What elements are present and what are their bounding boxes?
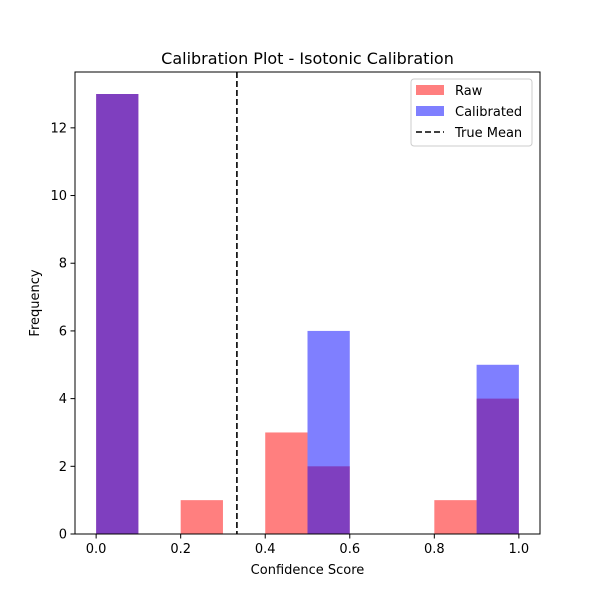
bar-raw-bin-2 xyxy=(180,500,223,534)
x-axis-label: Confidence Score xyxy=(251,563,365,578)
bar-calibrated-bin-5 xyxy=(307,330,350,534)
y-tick-label-6: 12 xyxy=(50,121,67,136)
legend-swatch-calibrated xyxy=(416,106,444,116)
legend-entry-calibrated: Calibrated xyxy=(416,105,522,120)
y-tick-label-2: 4 xyxy=(59,392,67,407)
legend: Raw Calibrated True Mean xyxy=(410,78,533,147)
x-tick-label-0: 0.0 xyxy=(86,542,107,557)
y-axis-ticks: 0 2 4 6 8 10 12 xyxy=(50,121,75,543)
y-tick-label-4: 8 xyxy=(59,257,67,272)
y-axis-label: Frequency xyxy=(28,269,43,336)
bar-raw-bin-4 xyxy=(265,432,308,534)
legend-label-true-mean: True Mean xyxy=(454,126,522,141)
legend-frame xyxy=(410,78,533,147)
chart-title: Calibration Plot - Isotonic Calibration xyxy=(161,49,454,68)
bar-calibrated-bin-0 xyxy=(96,94,139,534)
y-tick-label-5: 10 xyxy=(50,189,67,204)
bars-layer xyxy=(96,94,519,534)
x-tick-label-4: 0.8 xyxy=(424,542,445,557)
legend-label-calibrated: Calibrated xyxy=(455,105,522,120)
x-tick-label-2: 0.4 xyxy=(255,542,276,557)
y-tick-label-1: 2 xyxy=(59,460,67,475)
x-tick-label-1: 0.2 xyxy=(170,542,191,557)
y-tick-label-3: 6 xyxy=(59,324,67,339)
y-tick-label-0: 0 xyxy=(59,528,67,543)
legend-entry-raw: Raw xyxy=(416,84,483,99)
legend-label-raw: Raw xyxy=(455,84,483,99)
bar-calibrated-bin-9 xyxy=(476,364,519,534)
bar-raw-bin-8 xyxy=(434,500,477,534)
x-axis-ticks: 0.0 0.2 0.4 0.6 0.8 1.0 xyxy=(86,534,529,557)
legend-swatch-raw xyxy=(416,85,444,95)
x-tick-label-5: 1.0 xyxy=(509,542,530,557)
plot-frame xyxy=(74,71,541,535)
legend-entry-true-mean: True Mean xyxy=(416,126,522,141)
x-tick-label-3: 0.6 xyxy=(339,542,360,557)
